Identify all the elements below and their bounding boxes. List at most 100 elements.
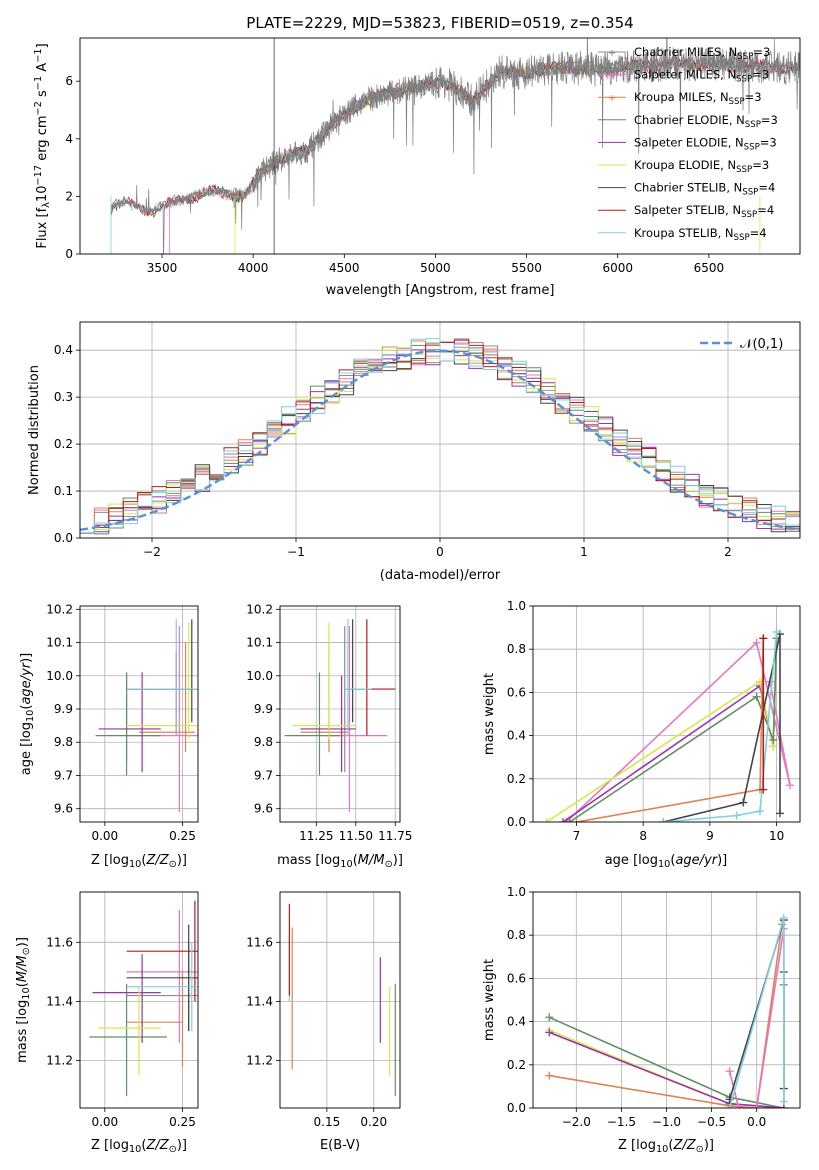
series-line-kroupa_stelib — [663, 631, 778, 822]
y-tick-label: 0.2 — [54, 437, 73, 451]
y-tick-label: 10.0 — [246, 669, 273, 683]
series-point — [779, 913, 788, 922]
legend-label: Kroupa ELODIE, NSSP=3 — [634, 158, 769, 175]
x-tick-label: 0.20 — [360, 1115, 387, 1129]
axes-frame — [279, 891, 401, 1109]
x-tick-label: 0.0 — [747, 1115, 766, 1129]
series-point — [772, 627, 781, 636]
y-axis-label: Flux [fλ10−17 erg cm−2 s−1 A−1] — [33, 43, 52, 248]
y-tick-label: 0.1 — [54, 484, 73, 498]
series-point — [739, 798, 748, 807]
y-axis-label: mass weight — [482, 673, 497, 755]
legend-label: Salpeter STELIB, NSSP=4 — [634, 203, 774, 220]
y-tick-label: 0.4 — [507, 729, 526, 743]
plot-area — [545, 913, 788, 1108]
series-point — [732, 811, 741, 820]
x-tick-label: 7 — [573, 829, 581, 843]
series-point — [542, 818, 551, 822]
series-point — [725, 1104, 734, 1108]
axes-mass-vs-extinction: 0.15 0.20 11.2 11.4 11.6 E(B-V) — [246, 891, 401, 1153]
plot-area — [542, 627, 794, 822]
x-tick-label: −1.5 — [607, 1115, 636, 1129]
series-point — [755, 807, 764, 816]
y-tick-label: 9.9 — [54, 702, 73, 716]
series-point — [559, 818, 568, 822]
y-tick-label: 10.2 — [246, 602, 273, 616]
axes-spectrum: 3500 4000 4500 5000 5500 6000 6500 0 2 4 6 waveleng… — [33, 37, 801, 298]
axes-age-vs-metallicity: 0.00 0.25 9.6 9.7 9.8 9.9 10.0 10.1 10.2 Z [log10… — [19, 602, 199, 870]
legend-label: 𝒩(0,1) — [740, 337, 783, 352]
series-point — [659, 818, 668, 822]
axes-frame — [79, 321, 801, 539]
x-axis-label: wavelength [Angstrom, rest frame] — [326, 283, 555, 298]
axes-mass-weight-vs-age: 7 8 9 10 0.0 0.2 0.4 0.6 0.8 1.0 age [log10(age/yr… — [482, 599, 801, 870]
legend-label: Kroupa MILES, NSSP=3 — [634, 90, 762, 107]
x-tick-label: 11.25 — [299, 829, 333, 843]
y-tick-label: 9.6 — [54, 802, 73, 816]
y-tick-label: 0.0 — [507, 1101, 526, 1115]
x-tick-label: 0.25 — [169, 1115, 196, 1129]
x-tick-label: 8 — [639, 829, 647, 843]
axes-frame — [79, 605, 199, 823]
series-point — [734, 1104, 743, 1108]
x-tick-label: 0.00 — [91, 829, 118, 843]
y-tick-label: 0.8 — [507, 928, 526, 942]
y-tick-label: 0 — [65, 247, 73, 261]
x-tick-label: 11.75 — [378, 829, 412, 843]
y-tick-label: 0.6 — [507, 971, 526, 985]
x-axis-label: E(B-V) — [320, 1138, 360, 1153]
y-tick-label: 0.2 — [507, 772, 526, 786]
x-axis-label: Z [log10(Z/Z⊙)] — [91, 853, 187, 870]
spectrum-data — [110, 38, 800, 254]
plot-area — [89, 900, 198, 1097]
x-tick-label: 0.25 — [169, 829, 196, 843]
y-tick-label: 11.4 — [46, 994, 73, 1008]
y-tick-label: 9.7 — [54, 768, 73, 782]
y-tick-label: 0.2 — [507, 1058, 526, 1072]
series-line-kroupa_miles — [576, 638, 765, 822]
y-tick-label: 0.6 — [507, 685, 526, 699]
legend-label: Chabrier MILES, NSSP=3 — [634, 45, 770, 62]
x-tick-label: 10 — [769, 829, 784, 843]
series-line-kroupa_miles — [549, 924, 783, 1108]
x-axis-label: Z [log10(Z/Z⊙)] — [618, 1138, 714, 1155]
axes-age-vs-mass: 11.25 11.50 11.75 9.6 9.7 9.8 9.9 10.0 10.1 10.2 m… — [246, 602, 412, 870]
legend-label: Salpeter ELODIE, NSSP=3 — [634, 135, 777, 152]
y-tick-label: 9.9 — [254, 702, 273, 716]
x-axis-label: Z [log10(Z/Z⊙)] — [91, 1138, 187, 1155]
x-tick-label: 4000 — [238, 261, 269, 275]
y-tick-label: 4 — [65, 132, 73, 146]
x-tick-label: 5000 — [420, 261, 451, 275]
x-tick-label: −2 — [143, 545, 161, 559]
x-tick-label: 0.15 — [314, 1115, 341, 1129]
plot-area — [284, 619, 396, 813]
series-point — [775, 809, 784, 818]
y-tick-label: 1.0 — [507, 885, 526, 899]
y-tick-label: 6 — [65, 74, 73, 88]
y-tick-label: 11.6 — [46, 935, 73, 949]
series-point — [769, 735, 778, 744]
series-point — [565, 818, 574, 822]
y-tick-label: 0.4 — [54, 343, 73, 357]
series-point — [752, 692, 761, 701]
y-axis-label: age [log10(age/yr)] — [19, 653, 36, 776]
plot-layer: 3500 4000 4500 5000 5500 6000 6500 0 2 4 6 waveleng… — [15, 37, 801, 1155]
series-point — [545, 1071, 554, 1080]
x-tick-label: 11.50 — [339, 829, 373, 843]
y-axis-label: Normed distribution — [27, 365, 42, 495]
y-tick-label: 1.0 — [507, 599, 526, 613]
y-tick-label: 10.1 — [46, 636, 73, 650]
y-tick-label: 10.2 — [46, 602, 73, 616]
y-tick-label: 11.6 — [246, 935, 273, 949]
legend-label: Salpeter MILES, NSSP=3 — [634, 68, 769, 85]
x-tick-label: 4500 — [329, 261, 360, 275]
y-tick-label: 11.4 — [246, 994, 273, 1008]
series-point — [545, 1013, 554, 1022]
axes-normalized-residuals: −2 −1 0 1 2 0.0 0.1 0.2 0.3 0.4 𝒩(0,1) (data-model)… — [27, 321, 801, 583]
y-tick-label: 0.3 — [54, 390, 73, 404]
y-tick-label: 0.0 — [54, 531, 73, 545]
x-axis-label: mass [log10(M/M⊙)] — [277, 853, 403, 870]
legend-label: Chabrier ELODIE, NSSP=3 — [634, 113, 778, 130]
series-point — [785, 781, 794, 790]
series-point — [759, 785, 768, 794]
